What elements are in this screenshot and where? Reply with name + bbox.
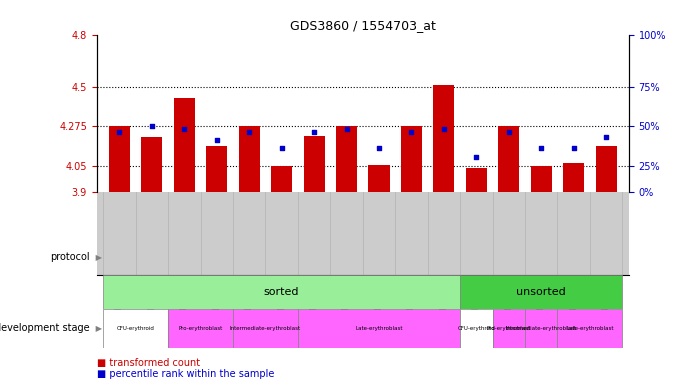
Bar [460, 309, 493, 348]
Bar [493, 309, 525, 348]
Point [244, 129, 255, 135]
Bar [103, 275, 460, 309]
Text: development stage: development stage [0, 323, 90, 333]
Point [276, 145, 287, 151]
Title: GDS3860 / 1554703_at: GDS3860 / 1554703_at [290, 19, 436, 32]
Point [600, 134, 612, 140]
Text: Late-erythroblast: Late-erythroblast [566, 326, 614, 331]
Point [114, 129, 125, 135]
Bar [525, 309, 558, 348]
Point [373, 145, 384, 151]
Bar [558, 309, 623, 348]
Bar [298, 309, 460, 348]
Text: Late-erythroblast: Late-erythroblast [355, 326, 403, 331]
Text: CFU-erythroid: CFU-erythroid [457, 326, 495, 331]
Bar [368, 165, 390, 192]
Bar [233, 309, 298, 348]
Text: CFU-erythroid: CFU-erythroid [117, 326, 155, 331]
Bar [174, 98, 195, 192]
Point [471, 154, 482, 161]
Bar [103, 309, 168, 348]
Bar [433, 85, 455, 192]
Bar [142, 137, 162, 192]
Point [146, 123, 158, 129]
Text: Intermediate-erythroblast: Intermediate-erythroblast [230, 326, 301, 331]
Text: Pro-erythroblast: Pro-erythroblast [178, 326, 223, 331]
Point [406, 129, 417, 135]
Text: Intermediate-erythroblast: Intermediate-erythroblast [506, 326, 577, 331]
Point [536, 145, 547, 151]
Bar [563, 163, 584, 192]
Point [438, 126, 449, 132]
Bar [531, 166, 551, 192]
Text: ▶: ▶ [93, 253, 102, 262]
Bar [401, 126, 422, 192]
Bar [460, 275, 623, 309]
Point [503, 129, 514, 135]
Point [309, 129, 320, 135]
Bar [498, 126, 520, 192]
Text: ▶: ▶ [93, 324, 102, 333]
Point [211, 137, 223, 143]
Bar [596, 146, 616, 192]
Text: ■ transformed count: ■ transformed count [97, 358, 200, 368]
Bar [336, 126, 357, 192]
Bar [109, 126, 130, 192]
Bar [206, 146, 227, 192]
Point [341, 126, 352, 132]
Text: Pro-erythroblast: Pro-erythroblast [486, 326, 531, 331]
Bar [271, 166, 292, 192]
Bar [466, 167, 487, 192]
Text: protocol: protocol [50, 252, 90, 262]
Bar [168, 309, 233, 348]
Bar [303, 136, 325, 192]
Text: sorted: sorted [264, 287, 299, 297]
Text: ■ percentile rank within the sample: ■ percentile rank within the sample [97, 369, 274, 379]
Text: unsorted: unsorted [516, 287, 566, 297]
Bar [238, 126, 260, 192]
Point [568, 145, 579, 151]
Point [179, 126, 190, 132]
